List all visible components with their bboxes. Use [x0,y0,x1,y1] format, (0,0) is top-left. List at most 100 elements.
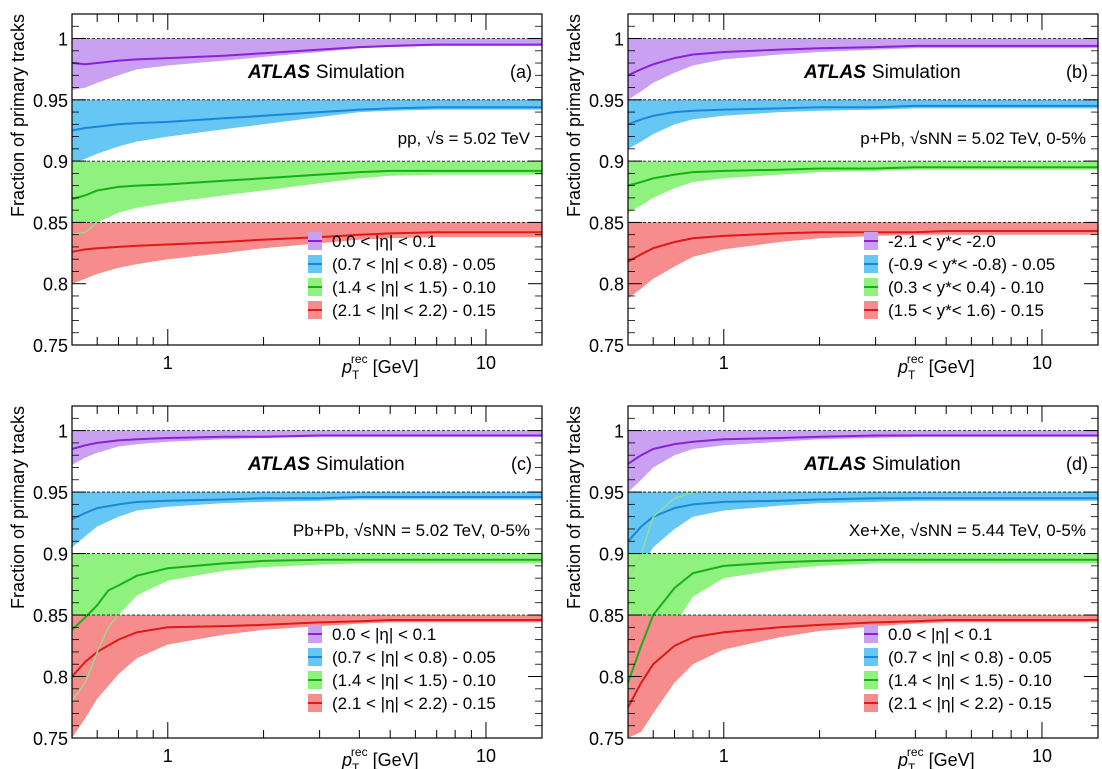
band-red [72,222,542,284]
legend-label: 0.0 < |η| < 0.1 [888,625,992,644]
plot-frame [627,13,1099,346]
y-tick-label: 0.85 [33,606,68,626]
band-red [72,615,542,738]
series-line-green [71,558,542,631]
x-axis-title: pTrec [GeV] [897,745,975,769]
x-tick-label: 10 [1032,353,1052,373]
series-line-red [71,231,542,253]
series-line-red [627,619,1098,708]
series-line-green [627,166,1098,187]
y-tick-label: 0.75 [589,729,624,749]
y-tick-label: 0.75 [33,729,68,749]
band-green [628,161,1098,213]
y-tick-label: 0.9 [599,545,624,565]
experiment-label: ATLAS Simulation [247,62,405,83]
legend-label: (2.1 < |η| < 2.2) - 0.15 [888,694,1052,713]
y-tick-label: 0.8 [43,668,68,688]
series-line-blue [71,106,542,132]
band-red [628,222,1098,299]
y-tick-label: 0.8 [599,668,624,688]
band-blue [628,99,1098,149]
plot-frame [627,405,1099,739]
system-label: Pb+Pb, √sNN = 5.02 TeV, 0-5% [293,521,530,540]
band-green [72,161,542,235]
aux-curve [71,614,120,702]
x-tick-label: 1 [163,353,173,373]
series-line-blue [627,104,1098,126]
legend-label: (1.4 < |η| < 1.5) - 0.10 [332,278,496,297]
band-red [628,615,1098,738]
y-tick-label: 0.9 [599,152,624,172]
y-tick-label: 0.85 [589,606,624,626]
series-line-purple [627,434,1098,465]
series-line-purple [627,44,1098,77]
y-tick-label: 0.95 [33,483,68,503]
plot-frame [71,405,543,739]
y-tick-label: 0.95 [33,91,68,111]
series-line-blue [71,496,542,521]
band-green [628,553,1098,738]
legend-label: (1.4 < |η| < 1.5) - 0.10 [332,671,496,690]
x-axis-title: pTrec [GeV] [341,745,419,769]
y-axis-title: Fraction of primary tracks [564,406,584,609]
panel-label: (c) [511,454,532,474]
y-tick-label: 0.85 [589,213,624,233]
legend-label: 0.0 < |η| < 0.1 [332,232,436,251]
experiment-label: ATLAS Simulation [803,454,961,475]
y-tick-label: 1 [614,30,624,50]
legend-label: (2.1 < |η| < 2.2) - 0.15 [332,301,496,320]
legend-label: -2.1 < y*< -2.0 [888,232,996,251]
y-tick-label: 0.75 [589,336,624,356]
x-tick-label: 1 [719,746,729,766]
panel-c: 0.75 0.8 0.85 0.9 0.95 1 1 10 Fraction of primar… [8,405,543,769]
legend: -2.1 < y*< -2.0 (-0.9 < y*< -0.8) - 0.05 (… [864,232,1055,320]
panel-label: (a) [510,62,532,82]
legend: 0.0 < |η| < 0.1 (0.7 < |η| < 0.8) - 0.05 (… [308,232,496,320]
x-tick-label: 10 [476,746,496,766]
y-axis-title: Fraction of primary tracks [8,14,28,217]
band-blue [628,492,1098,591]
system-label: p+Pb, √sNN = 5.02 TeV, 0-5% [860,129,1086,148]
x-tick-label: 1 [163,746,173,766]
series-line-green [71,169,542,201]
y-tick-label: 1 [58,422,68,442]
legend-label: (0.3 < y*< 0.4) - 0.10 [888,278,1044,297]
series-line-red [627,230,1098,263]
panel-d: 0.75 0.8 0.85 0.9 0.95 1 1 10 Fraction of primar… [564,405,1099,769]
experiment-label: ATLAS Simulation [803,62,961,83]
series-line-red [71,619,542,678]
y-tick-label: 0.8 [599,275,624,295]
legend-label: (0.7 < |η| < 0.8) - 0.05 [332,255,496,274]
panel-label: (d) [1066,454,1088,474]
band-purple [72,38,542,90]
legend-label: (2.1 < |η| < 2.2) - 0.15 [332,694,496,713]
y-tick-label: 0.95 [589,91,624,111]
band-green [72,553,542,738]
legend-label: (1.4 < |η| < 1.5) - 0.10 [888,671,1052,690]
band-purple [628,38,1098,100]
band-purple [72,430,542,465]
y-tick-label: 1 [58,30,68,50]
legend: 0.0 < |η| < 0.1 (0.7 < |η| < 0.8) - 0.05 (… [864,625,1052,713]
y-tick-label: 1 [614,422,624,442]
y-tick-label: 0.9 [43,152,68,172]
y-axis-title: Fraction of primary tracks [564,14,584,217]
legend-label: (-0.9 < y*< -0.8) - 0.05 [888,255,1055,274]
experiment-label: ATLAS Simulation [247,454,405,475]
panel-b: 0.75 0.8 0.85 0.9 0.95 1 1 10 Fraction of primar… [564,13,1099,382]
y-tick-label: 0.95 [589,483,624,503]
x-axis-title: pTrec [GeV] [341,352,419,382]
system-label: Xe+Xe, √sNN = 5.44 TeV, 0-5% [849,521,1086,540]
x-tick-label: 1 [719,353,729,373]
legend: 0.0 < |η| < 0.1 (0.7 < |η| < 0.8) - 0.05 (… [308,625,496,713]
legend-label: (0.7 < |η| < 0.8) - 0.05 [332,648,496,667]
panel-label: (b) [1066,62,1088,82]
x-tick-label: 10 [476,353,496,373]
y-tick-label: 0.8 [43,275,68,295]
legend-label: 0.0 < |η| < 0.1 [332,625,436,644]
y-tick-label: 0.75 [33,336,68,356]
series-line-purple [71,43,542,66]
y-tick-label: 0.85 [33,213,68,233]
x-tick-label: 10 [1032,746,1052,766]
